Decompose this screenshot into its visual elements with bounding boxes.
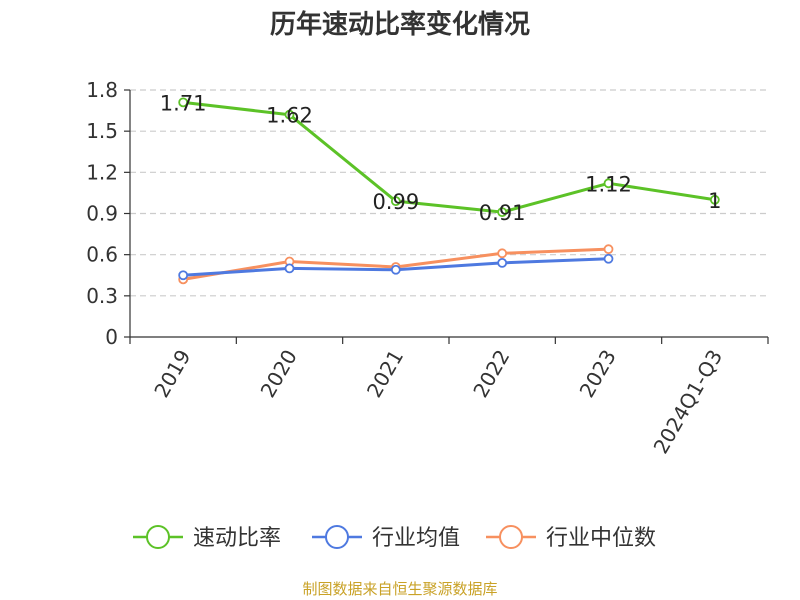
y-tick-label: 1.5 [86,119,118,143]
x-tick-label: 2023 [575,346,621,402]
data-label: 1 [708,189,721,213]
data-point [497,257,508,268]
legend-label: 行业中位数 [546,526,656,551]
data-label: 0.91 [479,201,526,225]
data-point [390,264,401,275]
y-tick-label: 0.3 [86,284,118,308]
source-note: 制图数据来自恒生聚源数据库 [302,580,497,598]
legend-circle-marker [499,525,523,549]
legend-item[interactable]: 速动比率 [133,525,281,551]
x-tick-label: 2024Q1-Q3 [648,346,727,458]
y-tick-label: 1.8 [86,78,118,102]
x-tick-label: 2020 [256,346,302,402]
y-tick-labels: 0 0.3 0.6 0.9 1.2 1.5 1.8 [86,78,118,349]
legend-circle-marker [146,525,170,549]
series-2 [178,244,614,285]
x-tick-label: 2019 [149,346,195,402]
legend-item[interactable]: 行业均值 [312,525,460,551]
y-tick-label: 0 [105,325,118,349]
series-1 [178,253,614,281]
legend-label: 行业均值 [372,526,460,551]
y-tick-label: 0.6 [86,243,118,267]
chart-title: 历年速动比率变化情况 [270,9,530,40]
data-point [497,207,508,218]
data-label: 1.71 [160,91,207,115]
series-0 [178,97,720,218]
data-point [284,109,295,120]
data-point [284,263,295,274]
legend-circle-marker [325,525,349,549]
data-point [178,97,189,108]
series-line [182,100,716,214]
grid-lines [130,89,768,297]
data-point [497,248,508,259]
x-tick-labels: 2019 2020 2021 2022 2023 2024Q1-Q3 [149,345,727,457]
x-tick-label: 2021 [362,346,408,402]
axes [124,89,769,344]
data-labels: 1.71 1.62 0.99 0.91 1.12 1 [160,91,722,225]
y-tick-label: 0.9 [86,202,118,226]
x-tick-label: 2022 [468,345,514,401]
data-label: 1.12 [585,172,632,196]
data-label: 1.62 [266,104,313,128]
data-point [603,253,614,264]
legend-item[interactable]: 行业中位数 [486,525,656,551]
data-point [603,178,614,189]
legend-label: 速动比率 [193,526,281,551]
data-point [178,270,189,281]
series-layer [178,97,720,285]
legend: 速动比率 行业均值 行业中位数 [133,525,656,551]
data-point [709,194,720,205]
data-point [390,196,401,207]
y-tick-label: 1.2 [86,160,118,184]
data-point [603,244,614,255]
data-label: 0.99 [372,190,419,214]
